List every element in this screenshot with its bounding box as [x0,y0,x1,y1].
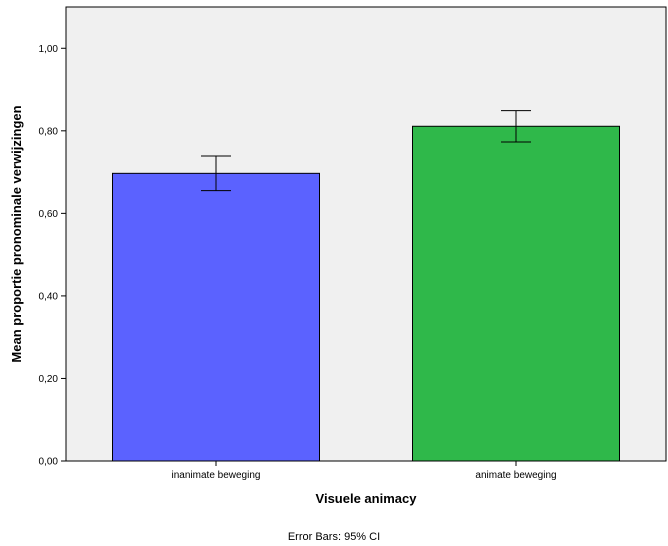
y-axis-title: Mean proportie pronominale verwijzingen [9,105,24,362]
y-tick-label: 0,00 [39,457,59,468]
x-axis: inanimate beweging animate beweging [172,461,557,481]
y-tick-label: 0,60 [39,209,59,220]
y-axis: 0,00 0,20 0,40 0,60 0,80 1,00 [39,44,66,468]
error-bars [201,110,531,192]
error-bar [201,155,231,192]
x-tick-label: inanimate beweging [172,470,261,481]
y-tick-label: 0,40 [39,291,59,302]
error-bar [501,110,531,143]
bar-inanimate [112,172,320,462]
y-tick-label: 1,00 [39,44,59,55]
x-axis-title: Visuele animacy [316,491,418,506]
y-tick-label: 0,80 [39,126,59,137]
bar-animate [412,125,620,462]
bars [112,125,620,462]
error-bars-footnote: Error Bars: 95% CI [288,531,380,543]
y-tick-label: 0,20 [39,374,59,385]
x-tick-label: animate beweging [475,470,556,481]
